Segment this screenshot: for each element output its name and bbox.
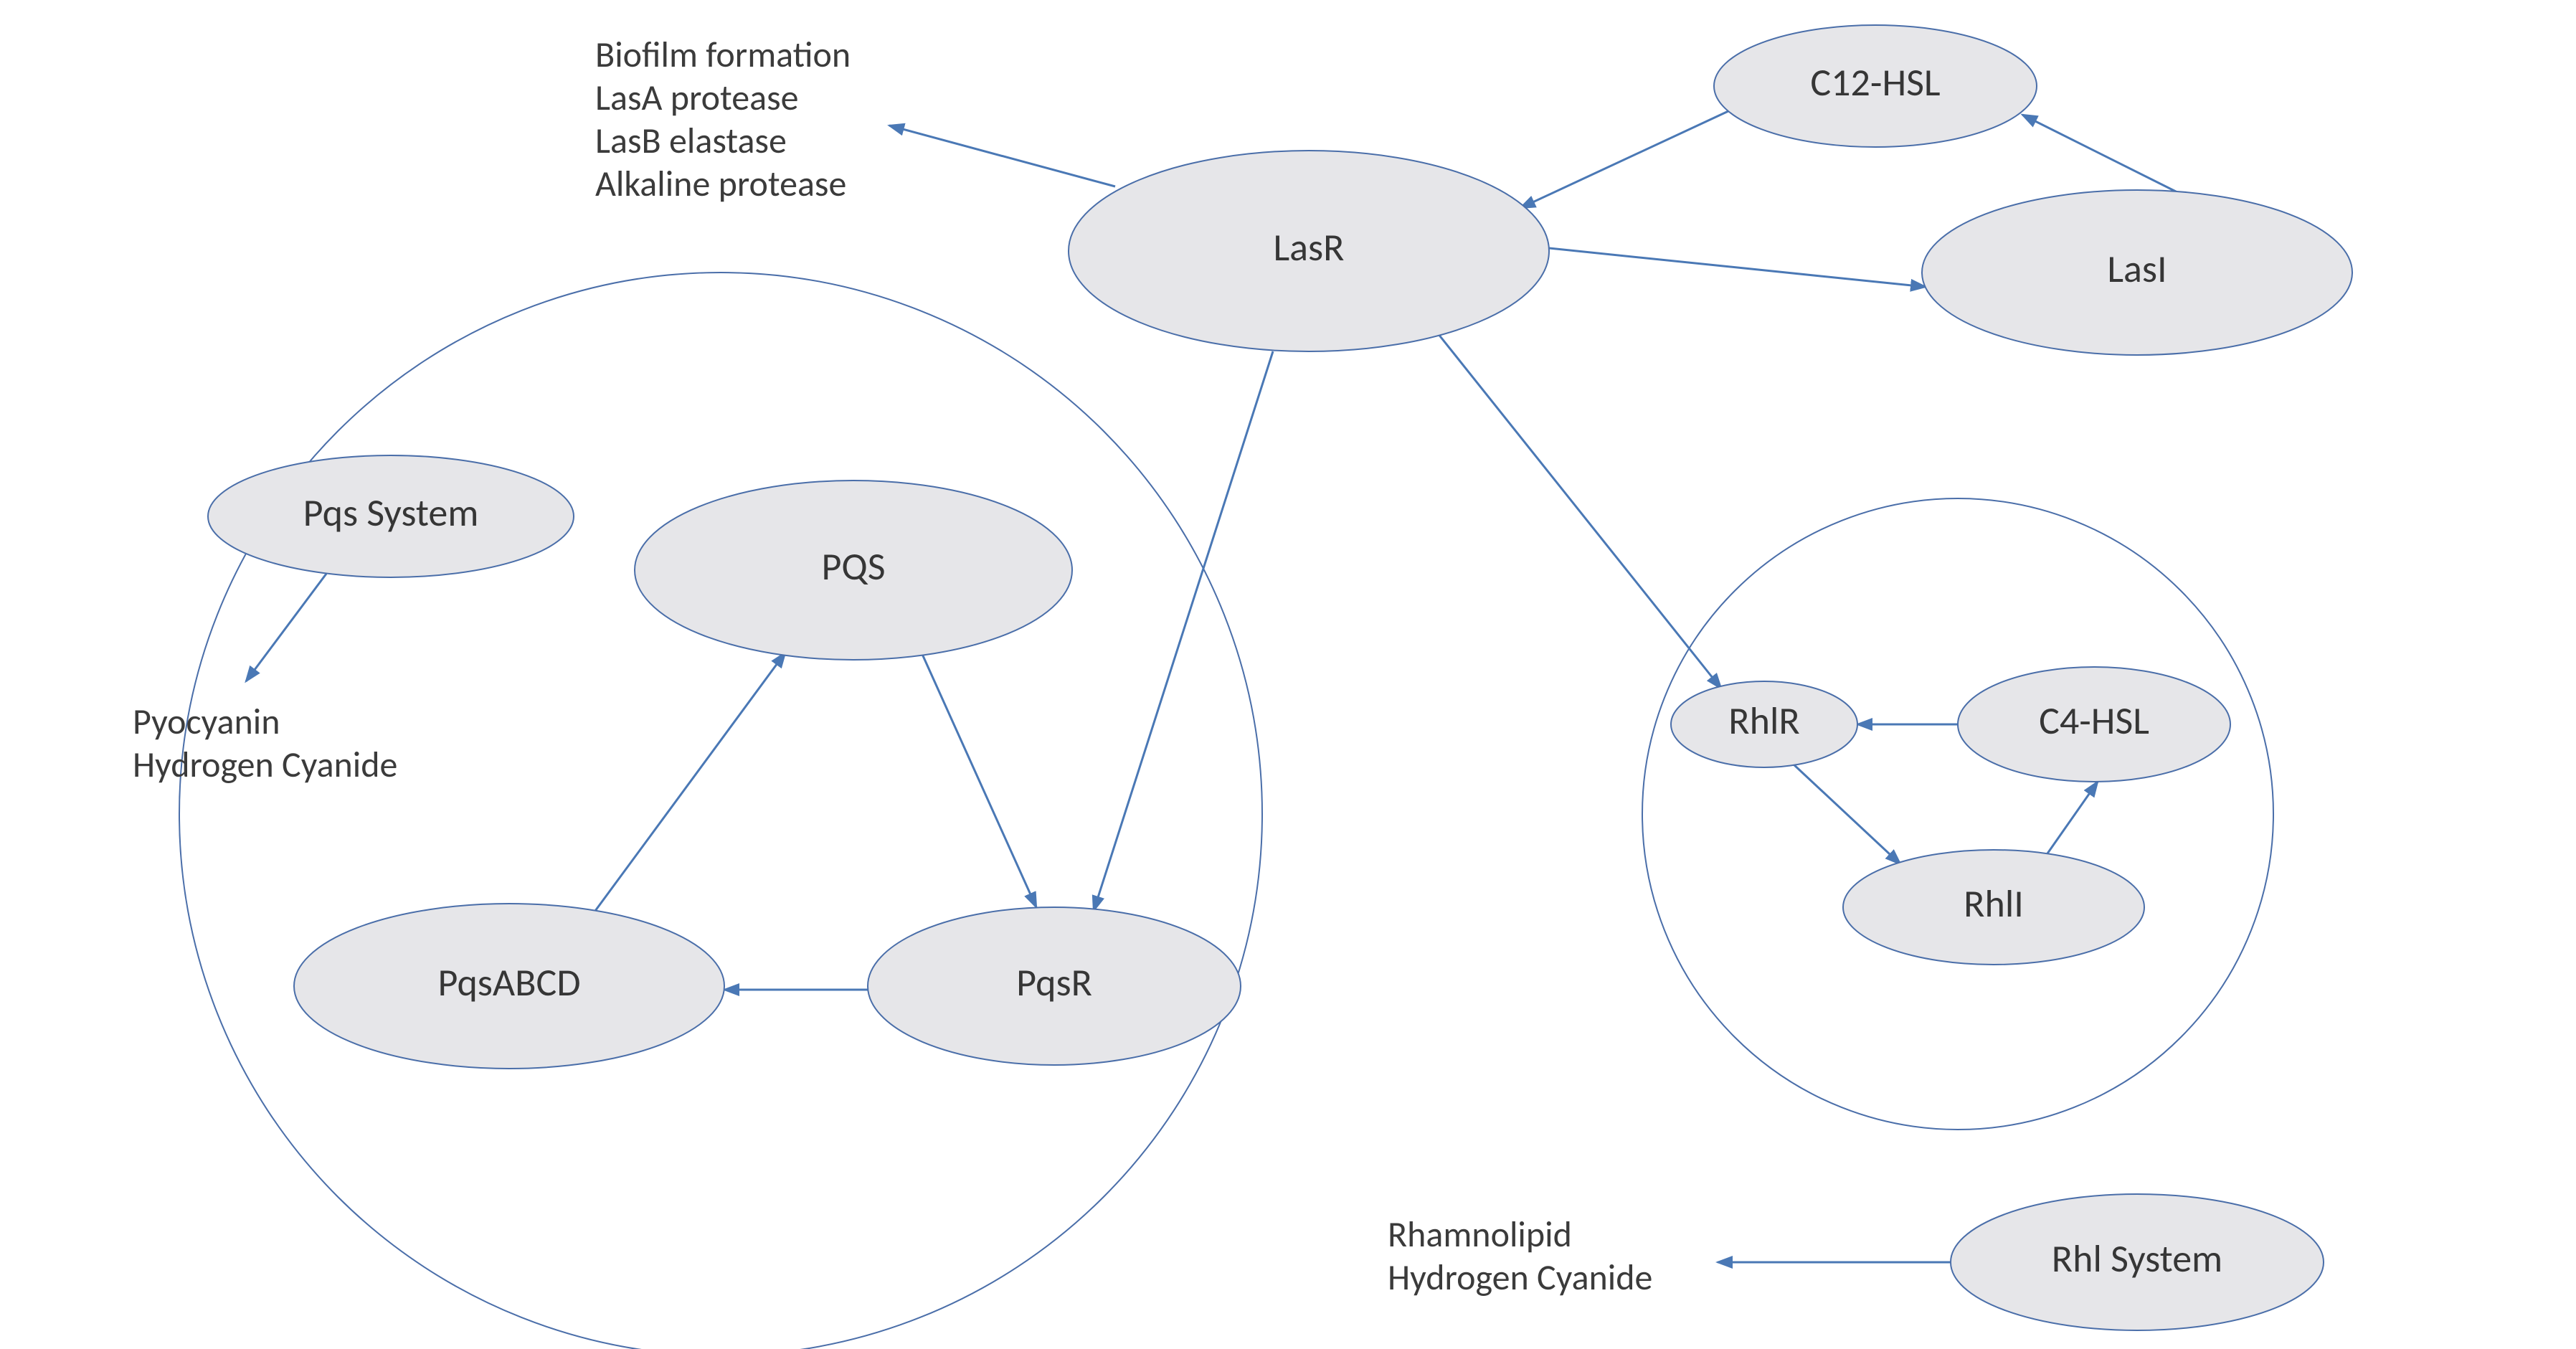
node-lasi: LasI <box>1922 190 2352 355</box>
node-rhlr: RhlR <box>1671 681 1857 767</box>
node-pqssys: Pqs System <box>208 455 574 577</box>
textblock-rhl_products-line-0: Rhamnolipid <box>1388 1213 1572 1256</box>
node-label-pqsabcd: PqsABCD <box>437 959 580 1006</box>
node-c4hsl: C4-HSL <box>1958 667 2230 782</box>
node-pqsr: PqsR <box>868 907 1241 1065</box>
node-c12hsl: C12-HSL <box>1714 25 2037 147</box>
textblock-las_products-line-3: Alkaline protease <box>595 162 846 206</box>
group-rhl_group <box>1642 498 2273 1130</box>
node-label-lasr: LasR <box>1273 224 1344 271</box>
edge-11 <box>1793 764 1900 864</box>
group-pqs_group <box>179 273 1262 1349</box>
node-label-rhli: RhlI <box>1964 880 2024 927</box>
textblock-rhl_products: RhamnolipidHydrogen Cyanide <box>1388 1213 1652 1300</box>
textblock-pqs_products-line-0: Pyocyanin <box>133 700 280 744</box>
node-label-rhlsys: Rhl System <box>2052 1235 2222 1282</box>
qs-network-diagram: C12-HSL LasR LasI Pqs System PQS PqsABCD PqsR R… <box>0 0 2576 1349</box>
node-label-lasi: LasI <box>2107 245 2167 293</box>
edge-2 <box>2022 115 2180 194</box>
edge-3 <box>1542 247 1926 287</box>
textblock-pqs_products-line-1: Hydrogen Cyanide <box>133 743 397 787</box>
edge-0 <box>889 126 1115 186</box>
textblock-pqs_products: PyocyaninHydrogen Cyanide <box>133 700 397 787</box>
node-label-pqssys: Pqs System <box>303 489 479 536</box>
textblock-las_products: Biofilm formationLasA proteaseLasB elast… <box>595 33 851 206</box>
edge-12 <box>2047 782 2098 853</box>
textblock-las_products-line-1: LasA protease <box>595 76 799 120</box>
edge-4 <box>1094 351 1273 911</box>
node-rhli: RhlI <box>1843 850 2144 965</box>
textblock-las_products-line-0: Biofilm formation <box>595 33 851 77</box>
edge-5 <box>1438 333 1721 688</box>
node-label-c12hsl: C12-HSL <box>1810 59 1940 106</box>
node-pqs: PQS <box>635 481 1072 660</box>
textblock-rhl_products-line-1: Hydrogen Cyanide <box>1388 1256 1652 1300</box>
edge-8 <box>922 653 1036 907</box>
node-rhlsys: Rhl System <box>1951 1194 2324 1330</box>
textblock-las_products-line-2: LasB elastase <box>595 119 787 163</box>
edge-7 <box>595 653 785 911</box>
node-label-pqsr: PqsR <box>1016 959 1092 1006</box>
node-lasr: LasR <box>1069 151 1549 351</box>
node-pqsabcd: PqsABCD <box>294 904 724 1069</box>
node-label-rhlr: RhlR <box>1728 697 1799 744</box>
edge-6 <box>246 574 326 681</box>
node-label-c4hsl: C4-HSL <box>2039 697 2149 744</box>
node-label-pqs: PQS <box>821 543 885 590</box>
edge-1 <box>1520 111 1728 208</box>
